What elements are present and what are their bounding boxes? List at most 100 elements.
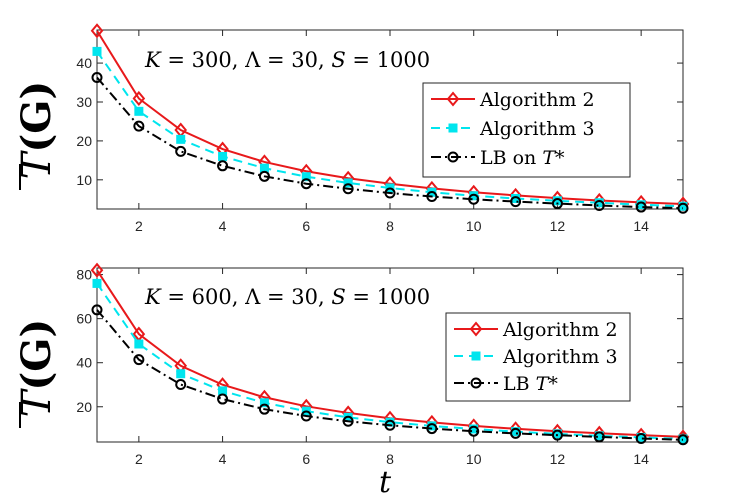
bottom-parameter-annotation: K = 600, Λ = 30, S = 1000 <box>144 285 430 309</box>
top-legend-label: LB on T* <box>480 147 565 169</box>
top-y-tick-label: 30 <box>76 94 92 110</box>
top-series-algorithm-2-point <box>90 23 104 39</box>
top-series-lb-on-t-point <box>468 193 480 205</box>
top-x-tick-label: 10 <box>466 218 482 234</box>
top-y-axis-label-arg: (G) <box>13 81 60 153</box>
bottom-y-tick-label: 40 <box>76 355 92 371</box>
bottom-y-axis-label-base: T <box>14 387 60 417</box>
top-x-tick-label: 4 <box>219 218 227 234</box>
top-legend-swatch-marker <box>448 123 458 133</box>
top-legend-label: Algorithm 3 <box>479 118 595 140</box>
top-legend-label: Algorithm 2 <box>479 89 595 111</box>
bottom-annotation-lambda: 30 <box>291 285 318 309</box>
bottom-series-algorithm-2-point <box>90 262 104 278</box>
top-x-tick-label: 6 <box>302 218 310 234</box>
top-annotation-s: 1000 <box>377 48 430 72</box>
top-series-algorithm-3-point <box>134 106 144 116</box>
bottom-series-algorithm-3-point <box>259 398 269 408</box>
bottom-legend-swatch-marker <box>469 321 483 337</box>
bottom-series-lb-t-point <box>635 432 647 444</box>
bottom-y-tick-label: 60 <box>76 311 92 327</box>
bottom-legend: Algorithm 2 Algorithm 3 LB T* <box>445 312 631 402</box>
top-series-lb-on-t-point <box>91 71 103 83</box>
bottom-series-lb-t-point <box>300 410 312 422</box>
bottom-series-algorithm-3-line <box>96 282 684 440</box>
bottom-series-lb-t-point <box>217 393 229 405</box>
bottom-series-algorithm-3-point <box>92 278 102 288</box>
x-axis-label: t <box>379 465 392 497</box>
top-series-lb-on-t-point <box>551 198 563 210</box>
bottom-series-lb-t-point <box>551 429 563 441</box>
bottom-y-tick-label: 80 <box>76 267 92 283</box>
bottom-x-tick-label: 6 <box>302 451 310 467</box>
bottom-series-lb-t-point <box>677 434 689 446</box>
bottom-series-algorithm-3-point <box>134 339 144 349</box>
top-series-lb-on-t <box>91 71 689 214</box>
top-series-lb-on-t-point <box>426 191 438 203</box>
bottom-series-lb-t-point <box>384 419 396 431</box>
bottom-panel: T(G) K = 600, Λ = 30, S = 1000 t 2 4 6 8 10 1… <box>13 262 690 497</box>
bottom-x-tick-label: 14 <box>633 451 649 467</box>
bottom-series-lb-t-point <box>175 379 187 391</box>
bottom-legend-label: Algorithm 2 <box>502 319 618 341</box>
top-x-tick-label: 14 <box>633 218 649 234</box>
top-series-lb-on-t-point <box>217 160 229 172</box>
top-series-algorithm-3-point <box>301 172 311 182</box>
bottom-x-tick-label: 8 <box>386 451 394 467</box>
top-series-lb-on-t-line <box>96 76 684 210</box>
top-y-axis-label: T(G) <box>13 81 60 180</box>
top-series-algorithm-3-line <box>96 50 684 208</box>
bottom-legend-label: LB T* <box>503 373 558 395</box>
top-series-algorithm-3-point <box>92 46 102 56</box>
bottom-series-lb-t-point <box>342 415 354 427</box>
bottom-annotation-s: 1000 <box>377 285 430 309</box>
bottom-y-tick-label: 20 <box>76 399 92 415</box>
top-y-tick-label: 10 <box>76 172 92 188</box>
bottom-series-lb-t-point <box>258 403 270 415</box>
bottom-series-lb-t-point <box>133 354 145 366</box>
bottom-y-axis-label: T(G) <box>13 319 60 418</box>
top-series-lb-on-t-point <box>342 183 354 195</box>
top-series-lb-on-t-point <box>300 178 312 190</box>
top-series-algorithm-2-point <box>132 90 146 107</box>
top-panel: T(G) K = 300, Λ = 30, S = 1000 2 4 6 8 10 12 1… <box>13 23 690 234</box>
bottom-series-lb-t-line <box>96 309 684 441</box>
top-series-lb-on-t-point <box>677 202 689 214</box>
bottom-series-lb-t-point <box>510 427 522 439</box>
bottom-series-lb-t-point <box>468 425 480 437</box>
top-annotation-k: 300 <box>192 48 232 72</box>
bottom-x-tick-label: 4 <box>219 451 227 467</box>
top-series-lb-on-t-point <box>384 187 396 199</box>
top-legend: Algorithm 2 Algorithm 3 LB on T* <box>422 82 631 178</box>
bottom-series-lb-t <box>91 304 689 446</box>
top-y-tick-label: 20 <box>76 133 92 149</box>
bottom-series-lb-t-point <box>91 304 103 316</box>
top-legend-swatch-marker <box>447 151 459 163</box>
top-x-tick-label: 8 <box>386 218 394 234</box>
top-y-tick-label: 40 <box>76 55 92 71</box>
top-x-tick-label: 2 <box>135 218 143 234</box>
top-legend-swatch-marker <box>446 91 460 107</box>
bottom-y-axis-label-arg: (G) <box>13 319 60 391</box>
bottom-series-algorithm-3-point <box>176 369 186 379</box>
top-series-lb-on-t-point <box>258 170 270 182</box>
top-series-lb-on-t-point <box>635 201 647 213</box>
top-annotation-lambda: 30 <box>291 48 318 72</box>
top-series-lb-on-t-point <box>133 120 145 132</box>
top-series-lb-on-t-point <box>510 196 522 208</box>
bottom-series-lb-t-point <box>426 423 438 435</box>
top-series-lb-on-t-point <box>175 145 187 157</box>
bottom-series-lb-t-point <box>593 431 605 443</box>
bottom-legend-label: Algorithm 3 <box>502 346 618 368</box>
top-parameter-annotation: K = 300, Λ = 30, S = 1000 <box>144 48 430 72</box>
top-y-axis-label-base: T <box>14 149 60 179</box>
bottom-legend-swatch-marker <box>471 351 481 361</box>
top-series-algorithm-3-point <box>176 134 186 144</box>
top-series-algorithm-3-point <box>343 178 353 188</box>
bottom-annotation-k: 600 <box>192 285 232 309</box>
top-series-algorithm-3-point <box>218 151 228 161</box>
bottom-legend-swatch-marker <box>470 377 482 389</box>
top-x-tick-label: 12 <box>550 218 566 234</box>
top-series-lb-on-t-point <box>593 199 605 211</box>
